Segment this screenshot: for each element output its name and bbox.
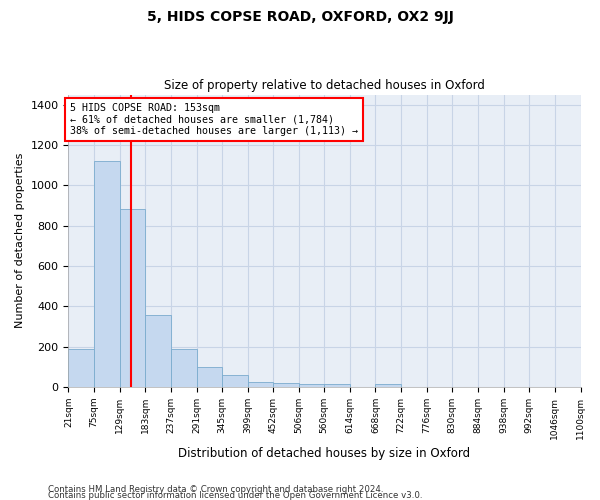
X-axis label: Distribution of detached houses by size in Oxford: Distribution of detached houses by size … (178, 447, 470, 460)
Bar (376, 384, 401, 387)
Bar (171, 348, 197, 387)
Text: Contains public sector information licensed under the Open Government Licence v3: Contains public sector information licen… (48, 491, 422, 500)
Bar (197, 366, 222, 387)
Bar (273, 383, 299, 387)
Bar (119, 210, 145, 387)
Bar (299, 384, 324, 387)
Text: Contains HM Land Registry data © Crown copyright and database right 2024.: Contains HM Land Registry data © Crown c… (48, 485, 383, 494)
Bar (94, 161, 119, 387)
Bar (222, 374, 248, 387)
Text: 5 HIDS COPSE ROAD: 153sqm
← 61% of detached houses are smaller (1,784)
38% of se: 5 HIDS COPSE ROAD: 153sqm ← 61% of detac… (70, 102, 358, 136)
Title: Size of property relative to detached houses in Oxford: Size of property relative to detached ho… (164, 79, 485, 92)
Text: 5, HIDS COPSE ROAD, OXFORD, OX2 9JJ: 5, HIDS COPSE ROAD, OXFORD, OX2 9JJ (146, 10, 454, 24)
Y-axis label: Number of detached properties: Number of detached properties (15, 153, 25, 328)
Bar (324, 384, 350, 387)
Bar (248, 382, 273, 387)
Bar (68, 348, 94, 387)
Bar (145, 316, 171, 387)
